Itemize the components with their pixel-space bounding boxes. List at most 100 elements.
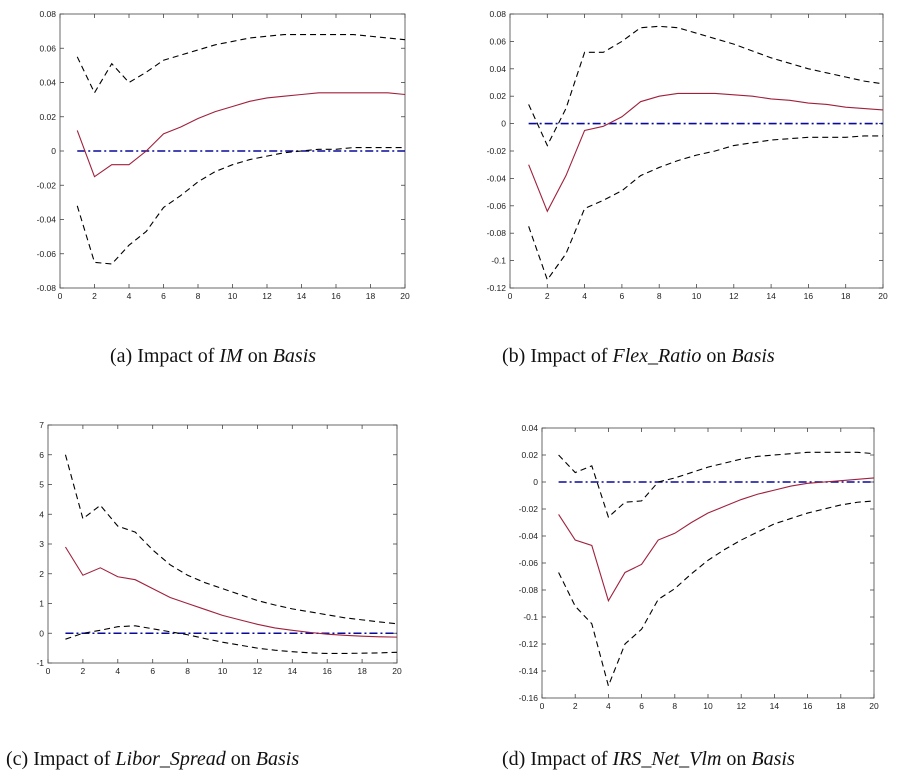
- upper-line-a: [76, 33, 406, 94]
- x-tick-label-c-6: 12: [253, 666, 263, 676]
- caption-b-target: Basis: [731, 345, 775, 367]
- y-tick-label-d-1: -0.14: [519, 666, 539, 676]
- caption-d-var: IRS_Net_Vlm: [612, 748, 722, 770]
- x-tick-label-d-4: 8: [672, 701, 677, 711]
- y-tick-label-d-0: -0.16: [519, 693, 539, 703]
- caption-a-prefix: (a) Impact of: [110, 345, 220, 367]
- x-tick-label-b-0: 0: [508, 291, 513, 301]
- x-tick-label-a-9: 18: [366, 291, 376, 301]
- response-line-b: [528, 92, 884, 213]
- y-tick-label-b-0: -0.12: [487, 283, 507, 293]
- y-tick-label-d-6: -0.04: [519, 531, 539, 541]
- y-tick-label-a-5: 0.02: [39, 112, 56, 122]
- caption-b: (b) Impact of Flex_Ratio on Basis: [502, 345, 775, 368]
- caption-c: (c) Impact of Libor_Spread on Basis: [6, 748, 299, 771]
- y-tick-label-a-1: -0.06: [37, 249, 57, 259]
- caption-c-mid: on: [225, 748, 256, 770]
- y-tick-label-a-4: 0: [51, 146, 56, 156]
- x-tick-label-b-4: 8: [657, 291, 662, 301]
- plot-area-d: [541, 427, 875, 699]
- x-tick-label-b-5: 10: [692, 291, 702, 301]
- chart-d: 0 2 4 6 8 10 12 14 16 18 20 -0.16 -0.14 -0.12 -0.1 -0.0…: [519, 423, 879, 711]
- x-tick-label-b-3: 6: [620, 291, 625, 301]
- upper-line-d: [558, 451, 875, 519]
- y-tick-label-a-8: 0.08: [39, 9, 56, 19]
- panel-b: 0 2 4 6 8 10 12 14 16 18 20 -0.12 -0.1 -0.08 -0.06 -0.0…: [456, 0, 913, 390]
- x-tick-label-c-8: 16: [322, 666, 332, 676]
- x-tick-label-c-7: 14: [288, 666, 298, 676]
- x-tick-label-a-5: 10: [228, 291, 238, 301]
- x-tick-label-a-3: 6: [161, 291, 166, 301]
- y-tick-label-c-1: 0: [39, 628, 44, 638]
- caption-c-target: Basis: [255, 748, 300, 770]
- y-tick-label-d-9: 0.02: [521, 450, 538, 460]
- y-tick-label-d-5: -0.06: [519, 558, 539, 568]
- y-tick-label-b-8: 0.04: [489, 64, 506, 74]
- x-tick-label-c-10: 20: [392, 666, 402, 676]
- caption-b-var: Flex_Ratio: [612, 345, 702, 367]
- y-tick-label-a-2: -0.04: [37, 215, 57, 225]
- x-tick-label-c-2: 4: [115, 666, 120, 676]
- y-tick-label-b-1: -0.1: [491, 256, 506, 266]
- x-tick-label-a-6: 12: [262, 291, 272, 301]
- x-tick-label-d-7: 14: [770, 701, 780, 711]
- y-tick-label-b-3: -0.06: [487, 201, 507, 211]
- x-tick-label-a-7: 14: [297, 291, 307, 301]
- response-line-c: [64, 546, 398, 638]
- x-tick-label-d-0: 0: [540, 701, 545, 711]
- x-tick-label-d-9: 18: [836, 701, 846, 711]
- x-tick-label-b-7: 14: [766, 291, 776, 301]
- plot-area-c: [47, 424, 398, 664]
- y-tick-label-d-4: -0.08: [519, 585, 539, 595]
- x-tick-label-b-1: 2: [545, 291, 550, 301]
- chart-b: 0 2 4 6 8 10 12 14 16 18 20 -0.12 -0.1 -0.08 -0.06 -0.0…: [487, 9, 888, 301]
- response-line-a: [76, 92, 406, 178]
- chart-a: 0 2 4 6 8 10 12 14 16 18 20 -0.08 -0.06 -0.04 -0.02 0 0.…: [37, 9, 410, 301]
- caption-c-var: Libor_Spread: [115, 748, 226, 770]
- caption-d: (d) Impact of IRS_Net_Vlm on Basis: [502, 748, 795, 771]
- x-tick-label-d-2: 4: [606, 701, 611, 711]
- x-tick-label-a-2: 4: [127, 291, 132, 301]
- x-tick-label-c-9: 18: [357, 666, 367, 676]
- y-tick-label-c-0: -1: [36, 658, 44, 668]
- y-tick-label-b-4: -0.04: [487, 173, 507, 183]
- lower-line-d: [558, 500, 875, 688]
- panel-c: 0 2 4 6 8 10 12 14 16 18 20 -1 0 1 2 3 4 5 6 7 (c) Impact o…: [0, 390, 456, 780]
- y-tick-label-a-6: 0.04: [39, 78, 56, 88]
- y-tick-label-a-0: -0.08: [37, 283, 57, 293]
- y-tick-label-c-2: 1: [39, 599, 44, 609]
- y-tick-label-b-6: 0: [501, 119, 506, 129]
- x-tick-label-c-1: 2: [81, 666, 86, 676]
- y-tick-label-b-2: -0.08: [487, 228, 507, 238]
- x-tick-label-b-2: 4: [582, 291, 587, 301]
- y-tick-label-c-7: 6: [39, 450, 44, 460]
- caption-a: (a) Impact of IM on Basis: [110, 345, 316, 368]
- caption-a-var: IM: [219, 345, 243, 367]
- caption-a-mid: on: [242, 345, 273, 367]
- x-tick-label-c-0: 0: [46, 666, 51, 676]
- x-tick-label-a-0: 0: [58, 291, 63, 301]
- x-tick-label-a-8: 16: [331, 291, 341, 301]
- x-tick-label-b-6: 12: [729, 291, 739, 301]
- x-tick-label-d-1: 2: [573, 701, 578, 711]
- panel-d: 0 2 4 6 8 10 12 14 16 18 20 -0.16 -0.14 -0.12 -0.1 -0.0…: [456, 390, 913, 780]
- y-tick-label-d-8: 0: [533, 477, 538, 487]
- x-tick-label-c-5: 10: [218, 666, 228, 676]
- upper-line-c: [64, 454, 398, 625]
- y-tick-label-a-7: 0.06: [39, 43, 56, 53]
- y-tick-label-b-5: -0.02: [487, 146, 507, 156]
- y-tick-label-c-5: 4: [39, 509, 44, 519]
- y-tick-label-d-7: -0.02: [519, 504, 539, 514]
- y-tick-label-b-10: 0.08: [489, 9, 506, 19]
- caption-a-target: Basis: [272, 345, 317, 367]
- y-tick-label-d-2: -0.12: [519, 639, 539, 649]
- plot-area-b: [509, 13, 884, 289]
- upper-line-b: [528, 25, 884, 147]
- y-tick-label-d-3: -0.1: [523, 612, 538, 622]
- y-tick-label-c-8: 7: [39, 420, 44, 430]
- x-tick-label-a-10: 20: [400, 291, 410, 301]
- lower-line-a: [76, 147, 405, 265]
- y-tick-label-c-4: 3: [39, 539, 44, 549]
